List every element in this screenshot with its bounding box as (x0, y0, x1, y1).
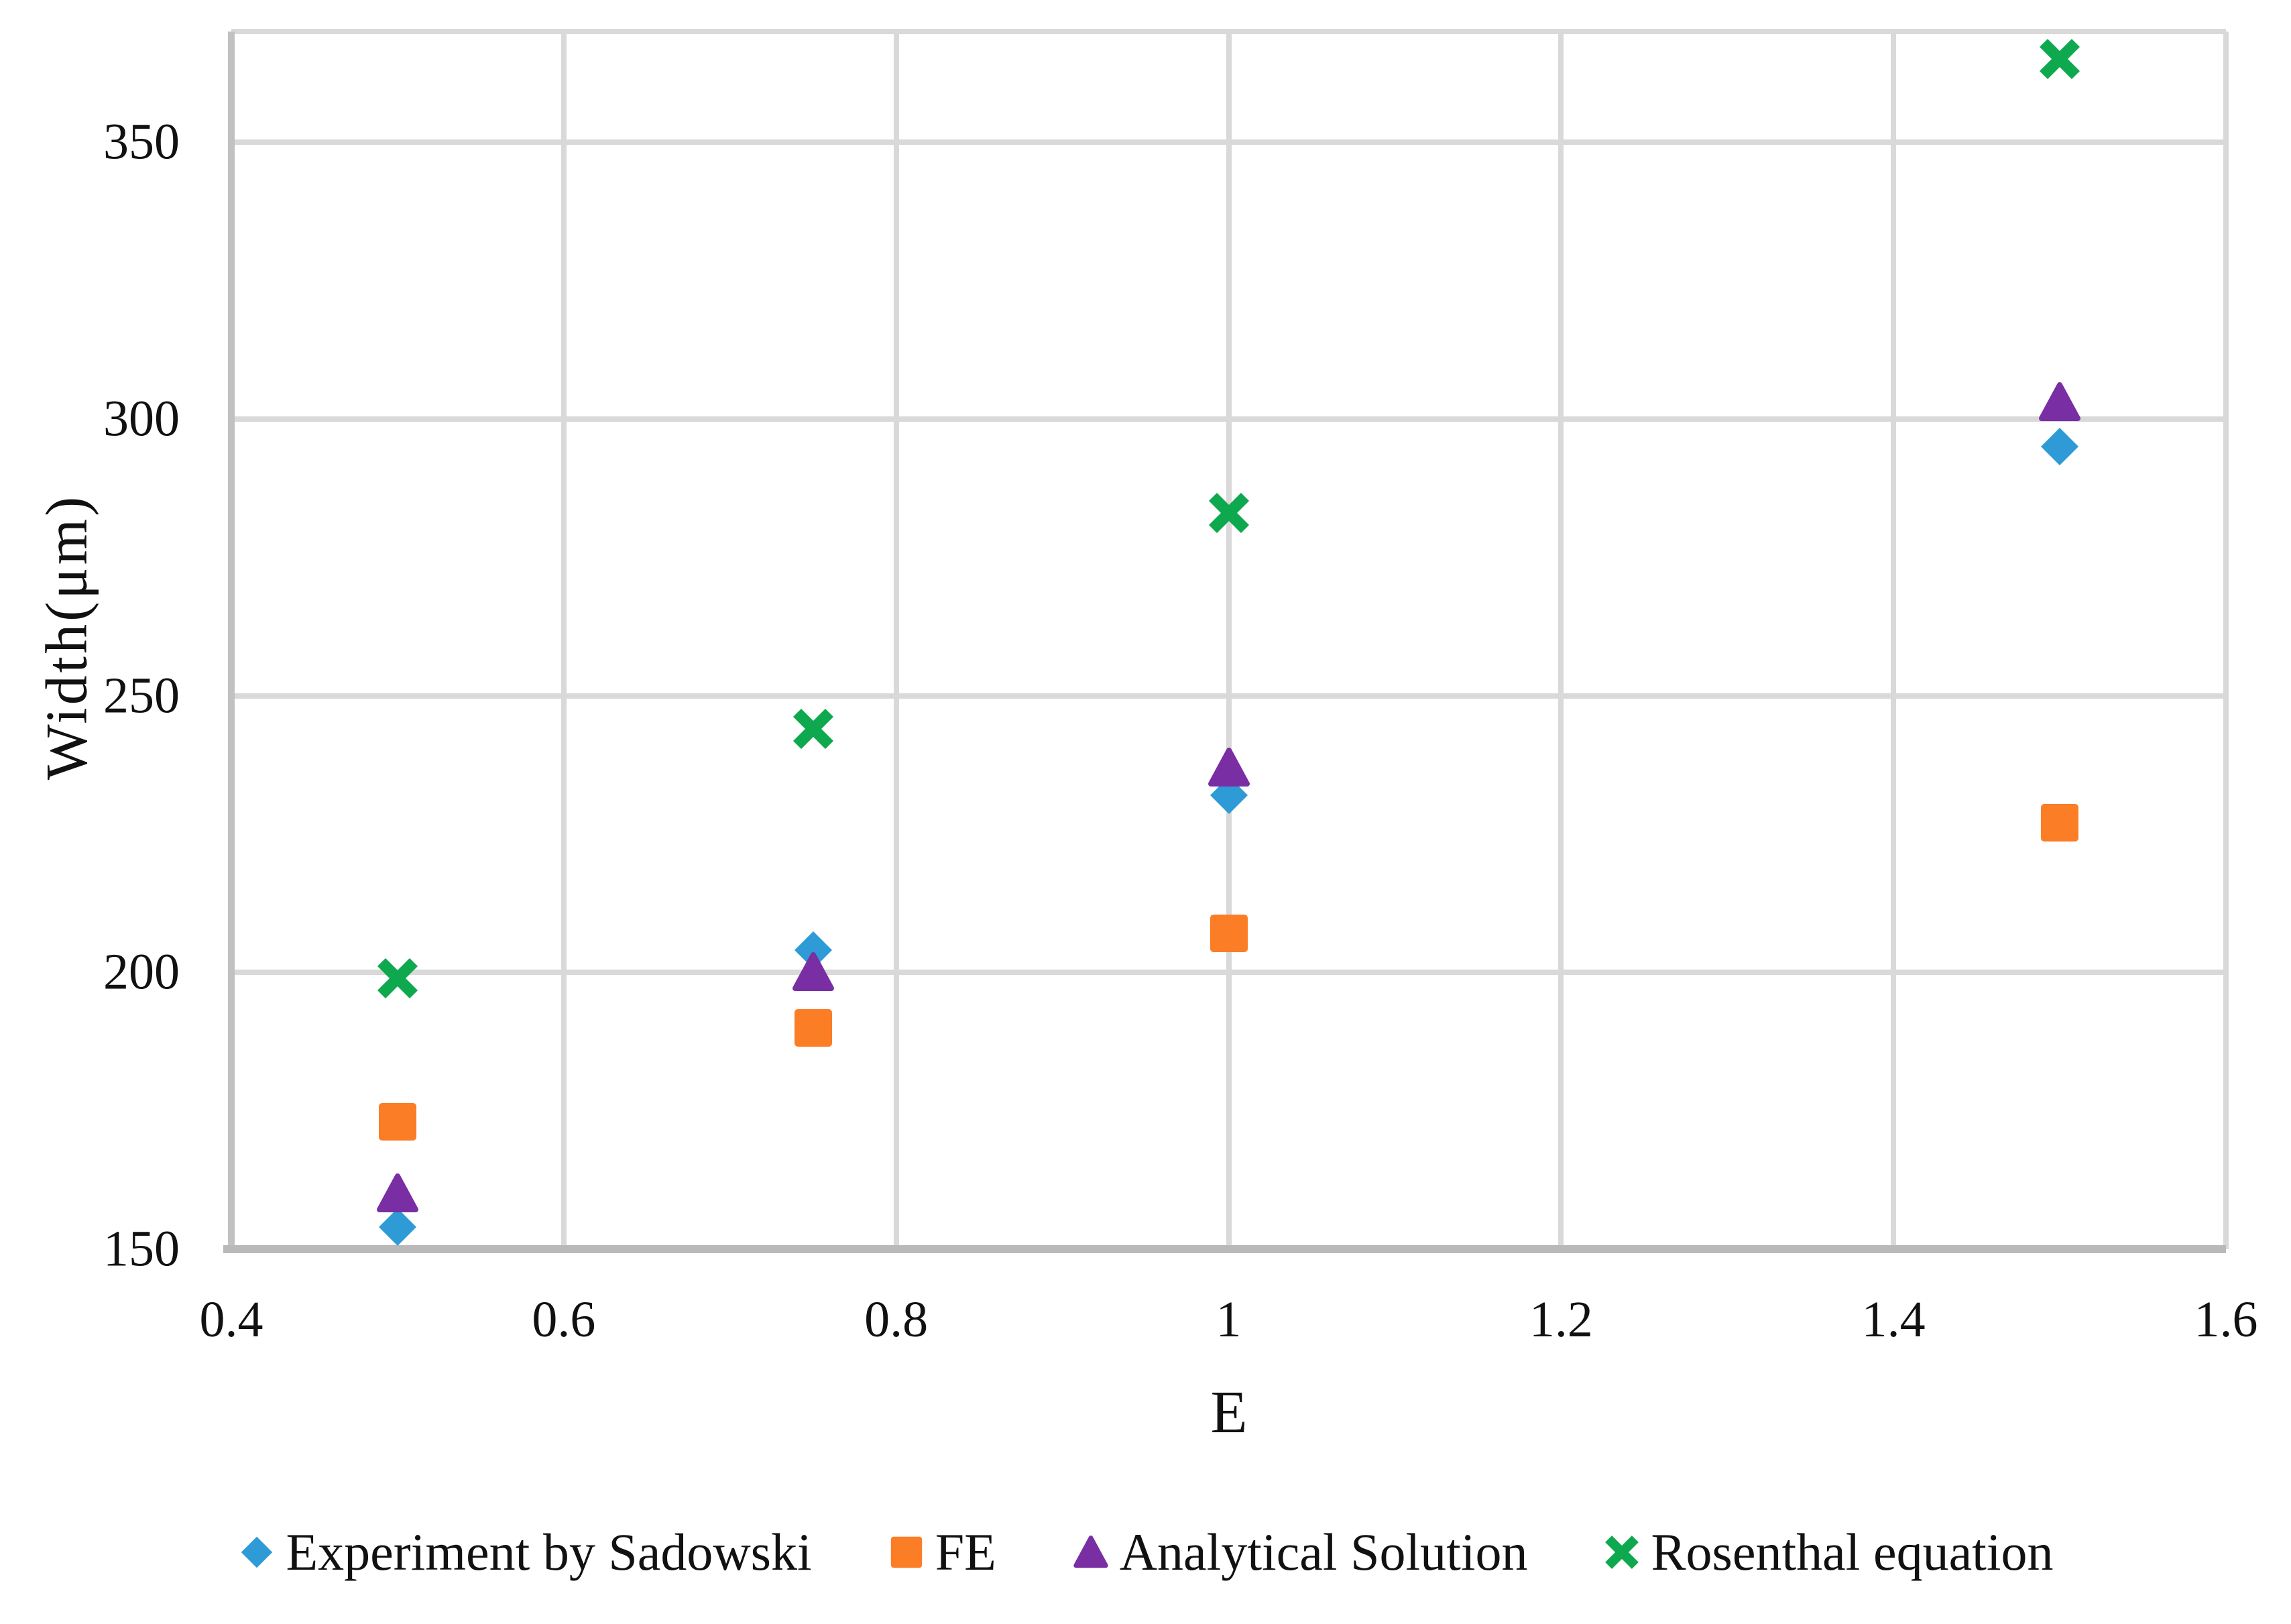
v-gridline (1226, 32, 1232, 1249)
diamond-marker-icon (2041, 428, 2079, 466)
v-gridline (893, 32, 899, 1249)
triangle-marker-icon (1073, 1535, 1108, 1568)
square-marker-icon (794, 1008, 832, 1047)
x-axis-title: E (1210, 1379, 1248, 1446)
chart-legend: Experiment by Sadowski FE Analytical Solut… (0, 1502, 2291, 1603)
v-gridline (2223, 32, 2229, 1249)
y-tick-label: 150 (103, 1220, 180, 1277)
x-marker-icon (792, 709, 833, 750)
data-point-marker (790, 927, 837, 974)
legend-label: Analytical Solution (1119, 1523, 1528, 1581)
x-tick-label: 1.2 (1529, 1291, 1593, 1348)
x-tick-label: 0.4 (199, 1291, 263, 1348)
y-tick-label: 300 (103, 390, 180, 447)
legend-label: Rosenthal equation (1651, 1523, 2054, 1581)
x-tick-label: 1.6 (2194, 1291, 2258, 1348)
x-marker-icon (2040, 39, 2080, 80)
square-marker-icon (2041, 804, 2079, 842)
triangle-marker-icon (792, 952, 834, 992)
diamond-marker-icon (794, 931, 832, 970)
diamond-marker-icon (241, 1536, 273, 1568)
v-gridline (1891, 32, 1897, 1249)
legend-item: FE (887, 1522, 996, 1582)
x-tick-label: 1 (1216, 1291, 1242, 1348)
data-point-marker (2036, 36, 2083, 82)
x-tick-label: 0.8 (864, 1291, 929, 1348)
plot-area (223, 29, 2229, 1253)
x-marker-icon (1208, 493, 1249, 534)
data-point-marker (374, 1170, 421, 1217)
diamond-marker-icon (378, 1208, 416, 1246)
data-point-marker (2036, 423, 2083, 470)
data-point-marker (1206, 910, 1252, 957)
x-marker-icon (1605, 1535, 1639, 1569)
square-marker-icon (890, 1536, 922, 1568)
data-point-marker (790, 949, 837, 996)
data-point-marker (374, 1204, 421, 1251)
x-axis-line (223, 1245, 2226, 1253)
y-tick-label: 250 (103, 667, 180, 724)
data-point-marker (790, 1004, 837, 1051)
v-gridline (1558, 32, 1564, 1249)
data-point-marker (374, 1098, 421, 1145)
triangle-marker-icon (1208, 747, 1250, 787)
triangle-marker-icon (376, 1173, 418, 1213)
legend-item: Experiment by Sadowski (237, 1522, 812, 1582)
data-point-marker (1206, 489, 1252, 536)
y-axis-title: Width(μm) (34, 494, 100, 780)
square-marker-icon (1210, 915, 1248, 953)
x-marker-icon (377, 958, 418, 998)
data-point-marker (374, 955, 421, 1002)
x-tick-label: 1.4 (1861, 1291, 1926, 1348)
y-tick-label: 350 (103, 113, 180, 170)
triangle-marker-icon (2039, 382, 2081, 422)
data-point-marker (1206, 744, 1252, 791)
y-axis-line (228, 32, 235, 1253)
v-gridline (561, 32, 567, 1249)
x-tick-label: 0.6 (532, 1291, 596, 1348)
data-point-marker (2036, 379, 2083, 426)
y-tick-label: 200 (103, 943, 180, 1000)
legend-item: Analytical Solution (1071, 1522, 1528, 1582)
legend-label: FE (935, 1523, 996, 1581)
legend-item: Rosenthal equation (1602, 1522, 2054, 1582)
data-point-marker (790, 705, 837, 752)
square-marker-icon (378, 1103, 416, 1141)
data-point-marker (2036, 799, 2083, 846)
legend-label: Experiment by Sadowski (286, 1523, 812, 1581)
